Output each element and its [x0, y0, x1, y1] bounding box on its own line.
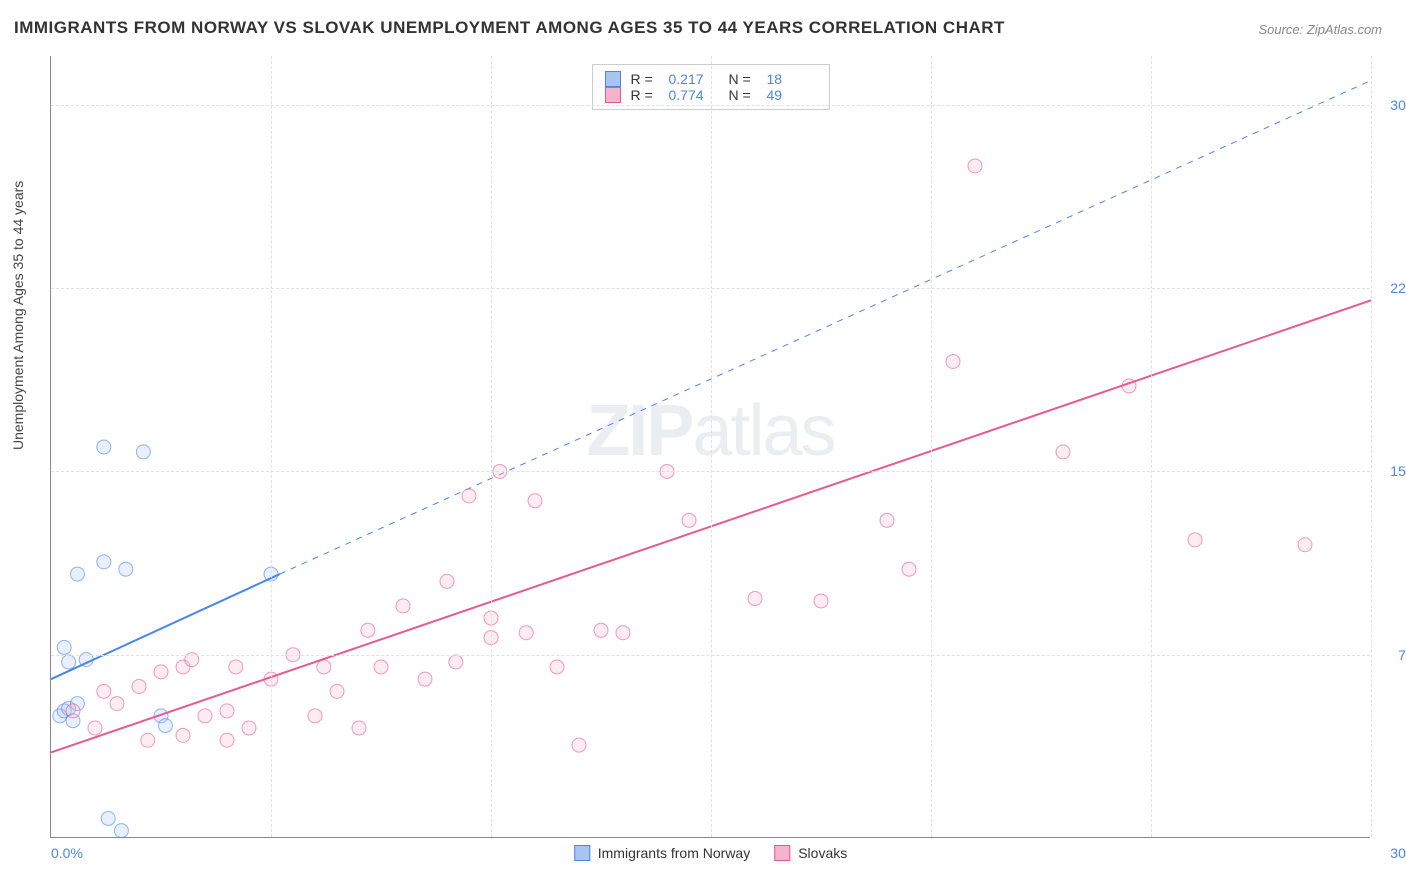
gridline-v — [1151, 56, 1152, 837]
x-axis-min-label: 0.0% — [51, 845, 83, 861]
data-point — [220, 733, 234, 747]
r-label: R = — [631, 87, 659, 103]
data-point — [748, 592, 762, 606]
data-point — [62, 655, 76, 669]
data-point — [317, 660, 331, 674]
data-point — [101, 811, 115, 825]
data-point — [361, 623, 375, 637]
x-axis-max-label: 30.0% — [1374, 845, 1406, 861]
data-point — [440, 574, 454, 588]
data-point — [902, 562, 916, 576]
data-point — [97, 440, 111, 454]
chart-title: IMMIGRANTS FROM NORWAY VS SLOVAK UNEMPLO… — [14, 18, 1005, 38]
chart-container: IMMIGRANTS FROM NORWAY VS SLOVAK UNEMPLO… — [0, 0, 1406, 892]
legend-label: Slovaks — [798, 845, 847, 861]
data-point — [308, 709, 322, 723]
data-point — [119, 562, 133, 576]
data-point — [519, 626, 533, 640]
data-point — [57, 640, 71, 654]
data-point — [352, 721, 366, 735]
gridline-v — [711, 56, 712, 837]
regression-line — [51, 574, 280, 679]
legend-swatch — [574, 845, 590, 861]
data-point — [141, 733, 155, 747]
y-tick-label: 30.0% — [1374, 97, 1406, 113]
data-point — [1056, 445, 1070, 459]
data-point — [946, 354, 960, 368]
y-tick-label: 7.5% — [1374, 647, 1406, 663]
n-label: N = — [729, 87, 757, 103]
data-point — [110, 697, 124, 711]
legend-item: Immigrants from Norway — [574, 845, 750, 861]
data-point — [242, 721, 256, 735]
legend-item: Slovaks — [774, 845, 847, 861]
source-attribution: Source: ZipAtlas.com — [1258, 22, 1382, 37]
data-point — [462, 489, 476, 503]
r-label: R = — [631, 71, 659, 87]
data-point — [374, 660, 388, 674]
gridline-v — [1371, 56, 1372, 837]
data-point — [528, 494, 542, 508]
data-point — [594, 623, 608, 637]
n-value: 49 — [767, 87, 817, 103]
data-point — [229, 660, 243, 674]
data-point — [968, 159, 982, 173]
data-point — [136, 445, 150, 459]
data-point — [418, 672, 432, 686]
data-point — [396, 599, 410, 613]
gridline-v — [271, 56, 272, 837]
data-point — [176, 728, 190, 742]
data-point — [330, 684, 344, 698]
data-point — [198, 709, 212, 723]
legend-swatch — [605, 87, 621, 103]
n-label: N = — [729, 71, 757, 87]
data-point — [97, 555, 111, 569]
legend-label: Immigrants from Norway — [598, 845, 750, 861]
y-tick-label: 22.5% — [1374, 280, 1406, 296]
legend-swatch — [774, 845, 790, 861]
gridline-v — [491, 56, 492, 837]
data-point — [154, 665, 168, 679]
data-point — [132, 679, 146, 693]
y-tick-label: 15.0% — [1374, 463, 1406, 479]
data-point — [220, 704, 234, 718]
data-point — [814, 594, 828, 608]
data-point — [66, 704, 80, 718]
plot-area: ZIPatlas R =0.217N =18R =0.774N =49 Immi… — [50, 56, 1370, 838]
data-point — [682, 513, 696, 527]
data-point — [114, 824, 128, 838]
data-point — [88, 721, 102, 735]
data-point — [158, 719, 172, 733]
data-point — [97, 684, 111, 698]
n-value: 18 — [767, 71, 817, 87]
data-point — [1298, 538, 1312, 552]
gridline-v — [931, 56, 932, 837]
data-point — [449, 655, 463, 669]
data-point — [616, 626, 630, 640]
data-point — [1188, 533, 1202, 547]
regression-line-extrapolated — [280, 80, 1371, 574]
data-point — [70, 567, 84, 581]
legend-swatch — [605, 71, 621, 87]
data-point — [550, 660, 564, 674]
series-legend: Immigrants from Norway Slovaks — [574, 845, 848, 861]
data-point — [572, 738, 586, 752]
data-point — [880, 513, 894, 527]
y-axis-label: Unemployment Among Ages 35 to 44 years — [10, 181, 26, 450]
